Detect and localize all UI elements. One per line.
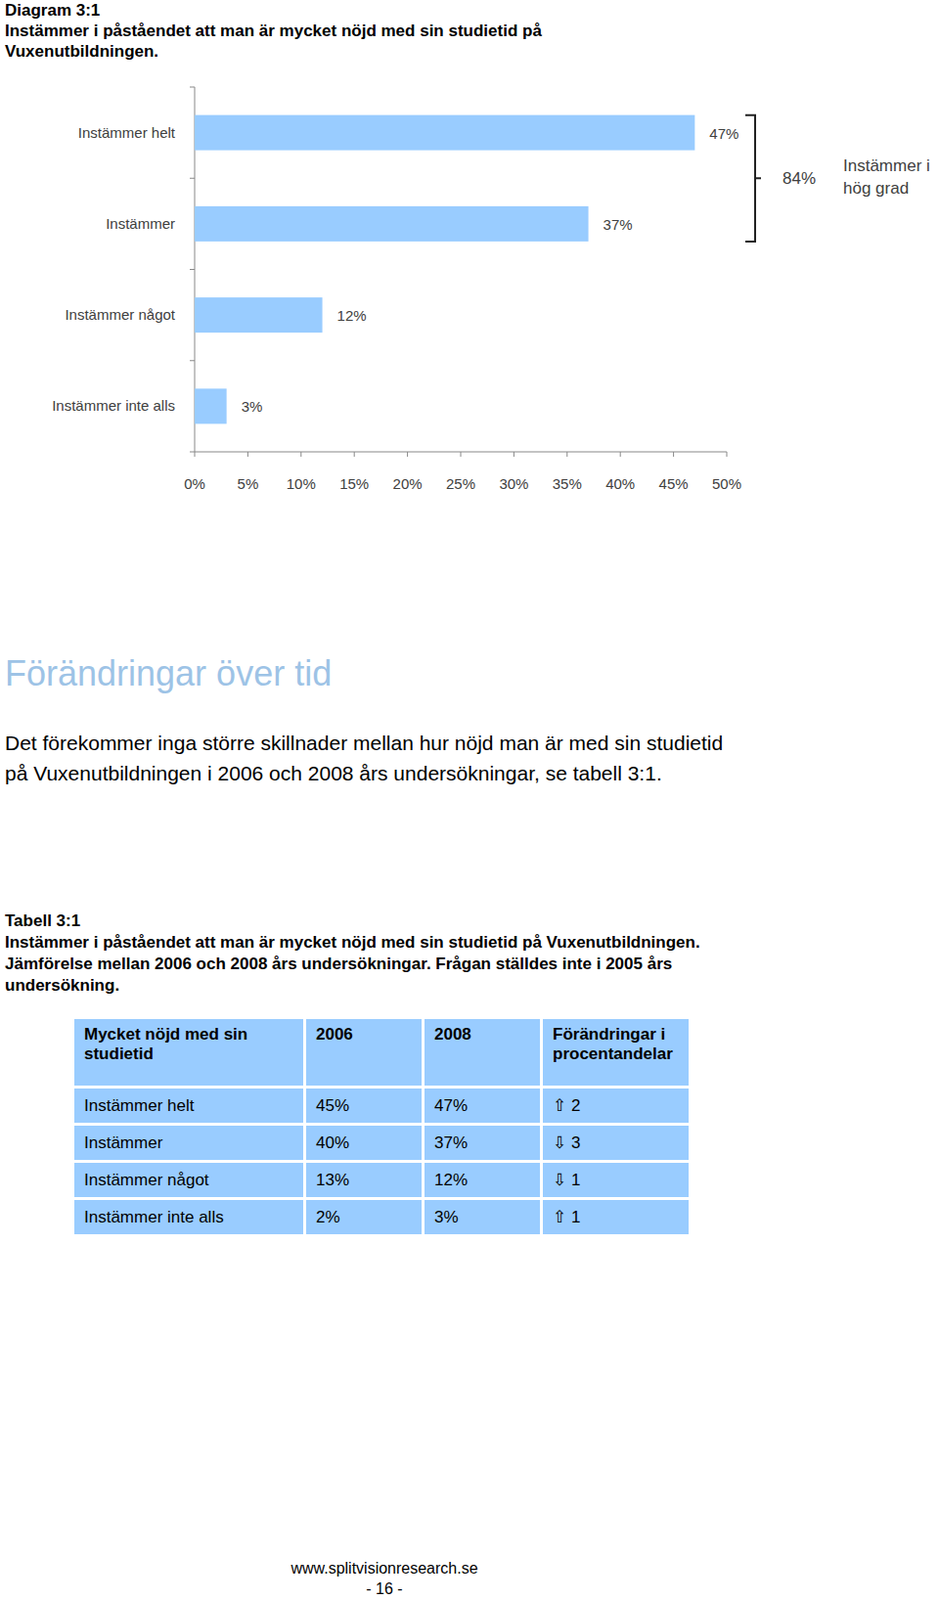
cell: 47% xyxy=(424,1088,540,1123)
x-tick-label: 30% xyxy=(498,475,529,492)
category-tick xyxy=(189,268,195,270)
cell: 3% xyxy=(424,1200,540,1235)
x-tick xyxy=(726,451,728,457)
row: Instämmer40%37%⇩ 3 xyxy=(74,1125,689,1161)
category-label: Instämmer helt xyxy=(78,124,177,141)
cell: ⇧ 1 xyxy=(542,1200,689,1235)
data-label: 3% xyxy=(241,398,264,415)
x-tick xyxy=(406,451,408,457)
header-cell: 2008 xyxy=(424,1019,540,1086)
x-tick xyxy=(513,451,515,457)
category-tick xyxy=(189,451,195,453)
category-label: Instämmer något xyxy=(64,306,176,323)
cell: Instämmer något xyxy=(74,1162,304,1198)
row: Instämmer helt45%47%⇧ 2 xyxy=(74,1088,689,1123)
annotation-text: Instämmer i hög grad xyxy=(843,154,937,200)
x-tick-label: 50% xyxy=(712,475,742,492)
header-cell: Mycket nöjd med sin studietid xyxy=(74,1019,304,1086)
cell: 12% xyxy=(424,1162,540,1198)
x-tick-label: 45% xyxy=(659,475,689,492)
category-tick xyxy=(189,178,195,179)
x-tick xyxy=(247,451,249,457)
row: Instämmer något13%12%⇩ 1 xyxy=(74,1162,689,1198)
cell: 40% xyxy=(306,1125,422,1161)
x-tick-label: 0% xyxy=(183,475,206,492)
data-label: 12% xyxy=(337,307,367,324)
cell: ⇧ 2 xyxy=(542,1088,689,1123)
cell: 45% xyxy=(306,1088,422,1123)
cell: Instämmer helt xyxy=(74,1088,304,1123)
bar xyxy=(194,388,227,424)
chart-subtitle: Instämmer i påståendet att man är mycket… xyxy=(4,20,631,62)
section-paragraph: Det förekommer inga större skillnader me… xyxy=(4,728,749,789)
chart-title: Diagram 3:1 xyxy=(4,0,100,21)
bracket xyxy=(745,115,761,242)
cell: Instämmer xyxy=(74,1125,304,1161)
x-tick-label: 5% xyxy=(237,475,260,492)
bars xyxy=(194,115,695,425)
x-tick xyxy=(672,451,674,457)
data-label: 37% xyxy=(603,216,633,233)
cell: ⇩ 1 xyxy=(542,1162,689,1198)
table: Mycket nöjd med sin studietid20062008För… xyxy=(71,1016,692,1238)
bar xyxy=(194,206,589,242)
data-label: 47% xyxy=(709,125,739,142)
header-cell: Förändringar i procentandelar xyxy=(542,1019,689,1086)
x-tick xyxy=(194,451,196,457)
bar xyxy=(194,297,323,333)
category-label: Instämmer inte alls xyxy=(51,397,176,414)
section-heading: Förändringar över tid xyxy=(4,652,332,696)
x-tick xyxy=(300,451,302,457)
bar xyxy=(194,115,695,151)
cell: 13% xyxy=(306,1162,422,1198)
x-tick xyxy=(620,451,622,457)
x-tick xyxy=(566,451,568,457)
x-tick-label: 20% xyxy=(393,475,423,492)
x-tick-label: 25% xyxy=(446,475,476,492)
table-caption: Instämmer i påståendet att man är mycket… xyxy=(4,932,734,997)
header-row: Mycket nöjd med sin studietid20062008För… xyxy=(74,1019,689,1086)
header-cell: 2006 xyxy=(306,1019,422,1086)
table-label: Tabell 3:1 xyxy=(4,910,81,933)
row: Instämmer inte alls2%3%⇧ 1 xyxy=(74,1200,689,1235)
category-label: Instämmer xyxy=(105,215,176,232)
x-tick-label: 35% xyxy=(552,475,582,492)
cell: 37% xyxy=(424,1125,540,1161)
chart: 0% 5% 10% 15% 20% 25% 30% 35% 40% 45% 50% Instämmer… xyxy=(0,0,939,509)
x-tick xyxy=(354,451,356,457)
cell: Instämmer inte alls xyxy=(74,1200,304,1235)
x-tick-label: 40% xyxy=(605,475,635,492)
x-tick-label: 15% xyxy=(339,475,369,492)
x-tick xyxy=(460,451,462,457)
footer-url: www.splitvisionresearch.se xyxy=(0,1559,769,1579)
category-tick xyxy=(189,359,195,361)
x-tick-label: 10% xyxy=(286,475,316,492)
annotation-value: 84% xyxy=(782,169,816,188)
footer-page: - 16 - xyxy=(0,1579,769,1600)
category-tick xyxy=(189,87,195,89)
cell: ⇩ 3 xyxy=(542,1125,689,1161)
cell: 2% xyxy=(306,1200,422,1235)
